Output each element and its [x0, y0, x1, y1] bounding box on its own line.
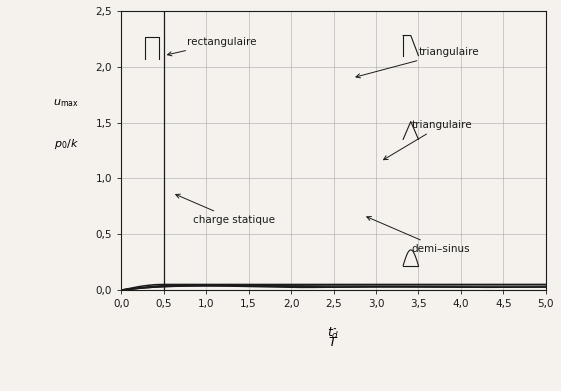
Text: triangulaire: triangulaire — [356, 47, 479, 78]
Text: $u_{\mathrm{max}}$: $u_{\mathrm{max}}$ — [53, 97, 79, 109]
Text: $p_0/k$: $p_0/k$ — [53, 136, 79, 151]
Text: rectangulaire: rectangulaire — [167, 37, 257, 56]
Text: charge statique: charge statique — [176, 194, 275, 225]
Text: $t_d$: $t_d$ — [327, 326, 340, 341]
Text: triangulaire: triangulaire — [384, 120, 472, 160]
Text: demi–sinus: demi–sinus — [367, 217, 470, 254]
Text: $T$: $T$ — [328, 336, 339, 349]
